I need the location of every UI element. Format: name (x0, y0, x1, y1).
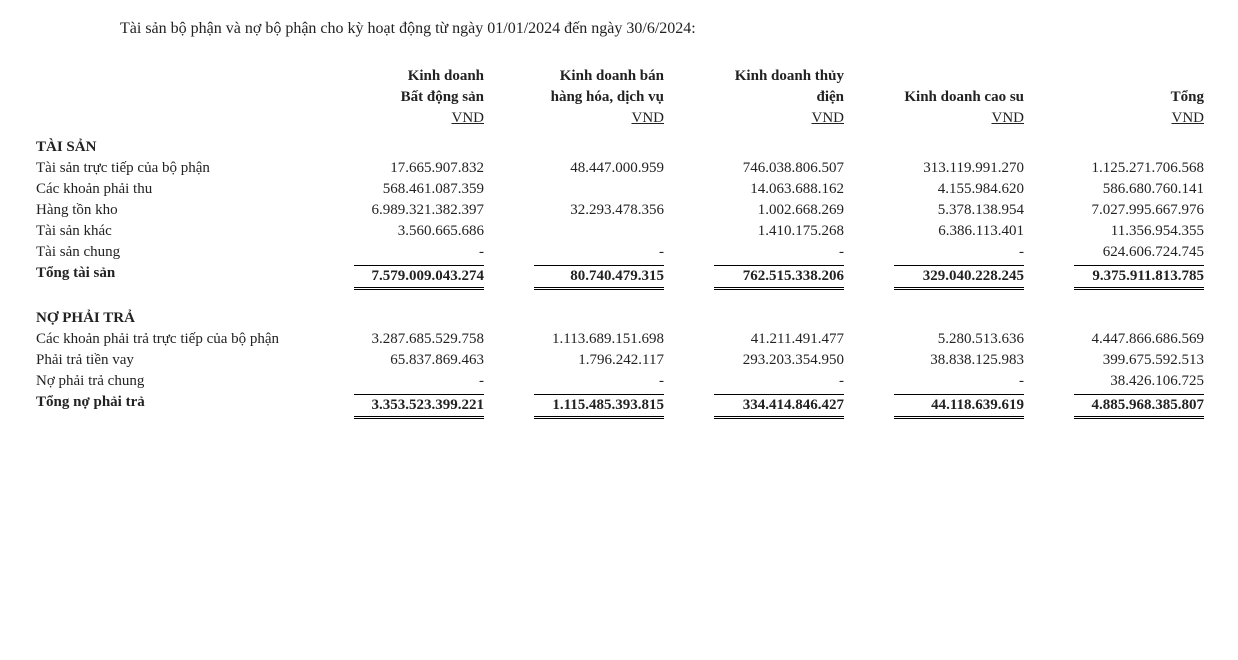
cell: 11.356.954.355 (1030, 221, 1210, 242)
col-header: Kinh doanh (310, 66, 490, 87)
col-header: hàng hóa, dịch vụ (490, 87, 670, 108)
cell: 80.740.479.315 (534, 265, 664, 290)
table-row: Phải trả tiền vay 65.837.869.463 1.796.2… (30, 350, 1210, 371)
cell: 17.665.907.832 (310, 158, 490, 179)
cell: - (310, 371, 490, 392)
cell: 1.796.242.117 (490, 350, 670, 371)
col-header: điện (670, 87, 850, 108)
cell: 44.118.639.619 (894, 394, 1024, 419)
currency-label: VND (992, 110, 1025, 126)
row-label: Các khoản phải thu (30, 179, 310, 200)
assets-total-row: Tổng tài sản 7.579.009.043.274 80.740.47… (30, 263, 1210, 292)
col-header: Kinh doanh thủy (670, 66, 850, 87)
cell: 568.461.087.359 (310, 179, 490, 200)
currency-label: VND (452, 110, 485, 126)
cell: - (490, 371, 670, 392)
cell: 5.378.138.954 (850, 200, 1030, 221)
assets-header-row: TÀI SẢN (30, 129, 1210, 158)
row-label: Tài sản chung (30, 242, 310, 263)
cell: 3.353.523.399.221 (354, 394, 484, 419)
row-label: Nợ phải trả chung (30, 371, 310, 392)
cell: 38.838.125.983 (850, 350, 1030, 371)
cell: - (850, 242, 1030, 263)
table-row: Tài sản khác 3.560.665.686 1.410.175.268… (30, 221, 1210, 242)
cell: 399.675.592.513 (1030, 350, 1210, 371)
cell: 762.515.338.206 (714, 265, 844, 290)
header-row-2: Bất động sản hàng hóa, dịch vụ điện Kinh… (30, 87, 1210, 108)
cell: - (670, 242, 850, 263)
col-header: Kinh doanh bán (490, 66, 670, 87)
col-header (1030, 66, 1210, 87)
header-row-1: Kinh doanh Kinh doanh bán Kinh doanh thủ… (30, 66, 1210, 87)
report-title: Tài sản bộ phận và nợ bộ phận cho kỳ hoạ… (30, 20, 1208, 38)
table-row: Nợ phải trả chung - - - - 38.426.106.725 (30, 371, 1210, 392)
cell (490, 221, 670, 242)
cell: 6.989.321.382.397 (310, 200, 490, 221)
col-header: Bất động sản (310, 87, 490, 108)
cell: 4.155.984.620 (850, 179, 1030, 200)
cell: - (490, 242, 670, 263)
assets-header: TÀI SẢN (30, 129, 1210, 158)
cell: 624.606.724.745 (1030, 242, 1210, 263)
row-label: Tài sản trực tiếp của bộ phận (30, 158, 310, 179)
cell: 38.426.106.725 (1030, 371, 1210, 392)
cell: 9.375.911.813.785 (1074, 265, 1204, 290)
table-row: Tài sản chung - - - - 624.606.724.745 (30, 242, 1210, 263)
cell: 7.027.995.667.976 (1030, 200, 1210, 221)
cell: 1.113.689.151.698 (490, 329, 670, 350)
table-row: Tài sản trực tiếp của bộ phận 17.665.907… (30, 158, 1210, 179)
row-label: Tổng nợ phải trả (30, 392, 310, 421)
cell: 329.040.228.245 (894, 265, 1024, 290)
cell: 7.579.009.043.274 (354, 265, 484, 290)
cell (490, 179, 670, 200)
cell: 6.386.113.401 (850, 221, 1030, 242)
cell: - (850, 371, 1030, 392)
liabilities-header: NỢ PHẢI TRẢ (30, 292, 1210, 329)
cell: 313.119.991.270 (850, 158, 1030, 179)
cell: 3.560.665.686 (310, 221, 490, 242)
cell: 334.414.846.427 (714, 394, 844, 419)
cell: 4.885.968.385.807 (1074, 394, 1204, 419)
cell: 65.837.869.463 (310, 350, 490, 371)
cell: 48.447.000.959 (490, 158, 670, 179)
currency-label: VND (812, 110, 845, 126)
row-label: Hàng tồn kho (30, 200, 310, 221)
cell: 41.211.491.477 (670, 329, 850, 350)
cell: 14.063.688.162 (670, 179, 850, 200)
currency-row: VND VND VND VND VND (30, 108, 1210, 129)
cell: 4.447.866.686.569 (1030, 329, 1210, 350)
cell: - (310, 242, 490, 263)
currency-label: VND (632, 110, 665, 126)
table-row: Các khoản phải thu 568.461.087.359 14.06… (30, 179, 1210, 200)
cell: 1.115.485.393.815 (534, 394, 664, 419)
cell: 1.002.668.269 (670, 200, 850, 221)
liabilities-total-row: Tổng nợ phải trả 3.353.523.399.221 1.115… (30, 392, 1210, 421)
col-header: Tổng (1030, 87, 1210, 108)
liabilities-header-row: NỢ PHẢI TRẢ (30, 292, 1210, 329)
table-row: Các khoản phải trả trực tiếp của bộ phận… (30, 329, 1210, 350)
cell: 5.280.513.636 (850, 329, 1030, 350)
currency-label: VND (1172, 110, 1205, 126)
cell: 746.038.806.507 (670, 158, 850, 179)
cell: 293.203.354.950 (670, 350, 850, 371)
cell: 1.125.271.706.568 (1030, 158, 1210, 179)
col-header (850, 66, 1030, 87)
cell: 586.680.760.141 (1030, 179, 1210, 200)
segment-table: Kinh doanh Kinh doanh bán Kinh doanh thủ… (30, 66, 1210, 421)
cell: - (670, 371, 850, 392)
row-label: Tổng tài sản (30, 263, 310, 292)
cell: 3.287.685.529.758 (310, 329, 490, 350)
row-label: Tài sản khác (30, 221, 310, 242)
col-header: Kinh doanh cao su (850, 87, 1030, 108)
cell: 32.293.478.356 (490, 200, 670, 221)
row-label: Phải trả tiền vay (30, 350, 310, 371)
cell: 1.410.175.268 (670, 221, 850, 242)
row-label: Các khoản phải trả trực tiếp của bộ phận (30, 329, 310, 350)
table-row: Hàng tồn kho 6.989.321.382.397 32.293.47… (30, 200, 1210, 221)
